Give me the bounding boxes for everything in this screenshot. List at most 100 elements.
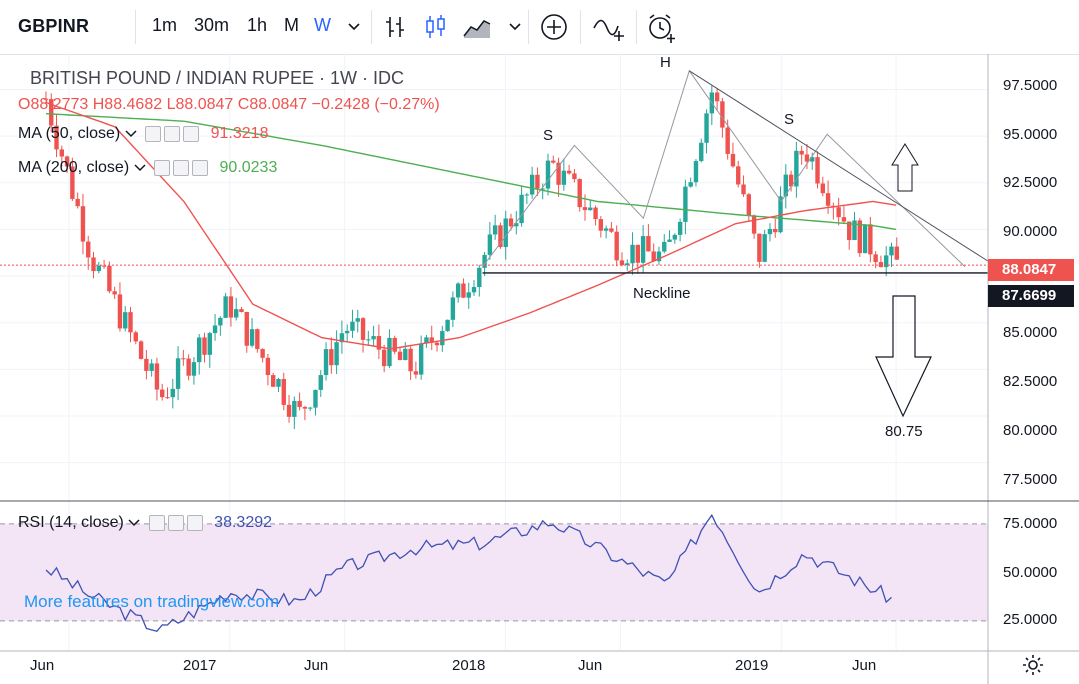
eye-icon[interactable] xyxy=(154,159,171,176)
gear-icon[interactable] xyxy=(167,514,184,531)
ma200-series xyxy=(45,113,897,231)
candle-body xyxy=(181,358,186,360)
candle-body xyxy=(783,174,789,197)
candle-body xyxy=(640,236,646,263)
interval-30m-button[interactable]: 30m xyxy=(194,15,230,35)
candle-body xyxy=(160,389,165,398)
toolbar-separator xyxy=(528,10,529,44)
candle-body xyxy=(91,257,96,272)
y-tick-label: 85.0000 xyxy=(1003,324,1058,341)
top-toolbar: GBPINR 1m 30m 1h M W xyxy=(0,0,1079,55)
candle-body xyxy=(878,262,884,268)
chevron-down-icon[interactable] xyxy=(347,22,361,32)
candle-body xyxy=(651,251,656,262)
candle-body xyxy=(471,287,477,293)
candle-body xyxy=(128,312,133,333)
candle-body xyxy=(413,371,419,375)
alert-icon[interactable] xyxy=(646,12,678,44)
candle-body xyxy=(836,207,841,218)
y-tick-label: 92.5000 xyxy=(1003,174,1058,191)
candle-body xyxy=(704,113,709,143)
candle-body xyxy=(751,215,757,234)
candle-body xyxy=(387,337,392,367)
candle-body xyxy=(112,291,117,295)
area-style-icon[interactable] xyxy=(462,14,492,40)
add-compare-icon[interactable] xyxy=(540,13,568,41)
chevron-down-icon[interactable] xyxy=(125,130,137,138)
interval-month-button[interactable]: M xyxy=(284,15,299,35)
candle-body xyxy=(868,224,873,255)
chart-canvas[interactable] xyxy=(0,54,1079,684)
candle-body xyxy=(339,333,345,343)
candle-body xyxy=(609,228,614,232)
candle-body xyxy=(54,125,59,150)
interval-week-button[interactable]: W xyxy=(314,15,331,35)
candle-body xyxy=(323,349,329,376)
gear-icon[interactable] xyxy=(164,125,181,142)
target-down-arrow xyxy=(875,295,932,418)
candle-body xyxy=(255,329,260,350)
neckline-label: Neckline xyxy=(633,285,691,302)
candle-body xyxy=(397,351,403,361)
close-icon[interactable] xyxy=(186,514,203,531)
candle-body xyxy=(239,309,244,312)
chevron-down-icon[interactable] xyxy=(128,519,140,527)
candle-body xyxy=(688,182,693,187)
candle-body xyxy=(281,379,286,405)
candle-body xyxy=(392,337,397,352)
interval-1m-button[interactable]: 1m xyxy=(152,15,178,35)
y-tick-label: 90.0000 xyxy=(1003,223,1058,240)
candle-body xyxy=(619,260,625,266)
candle-body xyxy=(244,311,249,346)
x-tick-label: 2018 xyxy=(452,657,486,674)
candle-body xyxy=(508,218,514,227)
candle-body xyxy=(725,127,730,154)
gear-icon[interactable] xyxy=(173,159,190,176)
bar-style-icon[interactable] xyxy=(383,14,409,40)
x-tick-label: Jun xyxy=(304,657,329,674)
candle-body xyxy=(371,336,376,340)
eye-icon[interactable] xyxy=(145,125,162,142)
close-icon[interactable] xyxy=(192,159,209,176)
candle-body xyxy=(445,319,450,332)
pattern-drawings xyxy=(482,69,989,418)
ma50-label[interactable]: MA (50, close) xyxy=(18,125,121,143)
shoulder-left-label: S xyxy=(543,127,554,144)
candle-body xyxy=(477,267,482,288)
candle-body xyxy=(440,331,445,346)
chevron-down-icon[interactable] xyxy=(134,164,146,172)
candle-body xyxy=(810,157,815,162)
candle-body xyxy=(757,233,762,262)
rsi-label[interactable]: RSI (14, close) xyxy=(18,514,124,532)
candle-body xyxy=(307,407,313,409)
eye-icon[interactable] xyxy=(148,514,165,531)
symbol-label[interactable]: GBPINR xyxy=(18,16,90,36)
candle-body xyxy=(746,194,752,216)
settings-gear-icon[interactable] xyxy=(1022,654,1044,676)
rsi-y-tick-label: 75.0000 xyxy=(1003,515,1058,532)
rsi-line xyxy=(45,513,892,633)
neckline-price-tag: 87.6699 xyxy=(988,285,1074,307)
candle-body xyxy=(767,228,773,235)
close-icon[interactable] xyxy=(183,125,200,142)
candle-body xyxy=(614,231,619,261)
ohlc-high: H88.4682 xyxy=(92,96,163,113)
candle-body xyxy=(656,251,662,262)
candle-body xyxy=(265,357,271,376)
candle-body xyxy=(778,196,783,233)
candle-body xyxy=(228,296,234,318)
interval-1h-button[interactable]: 1h xyxy=(247,15,268,35)
candle-body xyxy=(344,330,350,334)
candle-style-icon[interactable] xyxy=(423,14,449,40)
ma200-label[interactable]: MA (200, close) xyxy=(18,159,130,177)
candle-body xyxy=(503,218,508,248)
ohlc-legend: O88.2773 H88.4682 L88.0847 C88.0847 −0.2… xyxy=(18,96,440,114)
indicators-icon[interactable] xyxy=(592,14,626,42)
x-tick-label: 2019 xyxy=(735,657,769,674)
candle-body xyxy=(577,179,582,208)
toolbar-separator xyxy=(135,10,136,44)
chevron-down-icon[interactable] xyxy=(508,22,522,32)
candle-body xyxy=(286,404,292,417)
candle-body xyxy=(175,358,181,389)
watermark-link[interactable]: More features on tradingview.com xyxy=(24,592,280,611)
